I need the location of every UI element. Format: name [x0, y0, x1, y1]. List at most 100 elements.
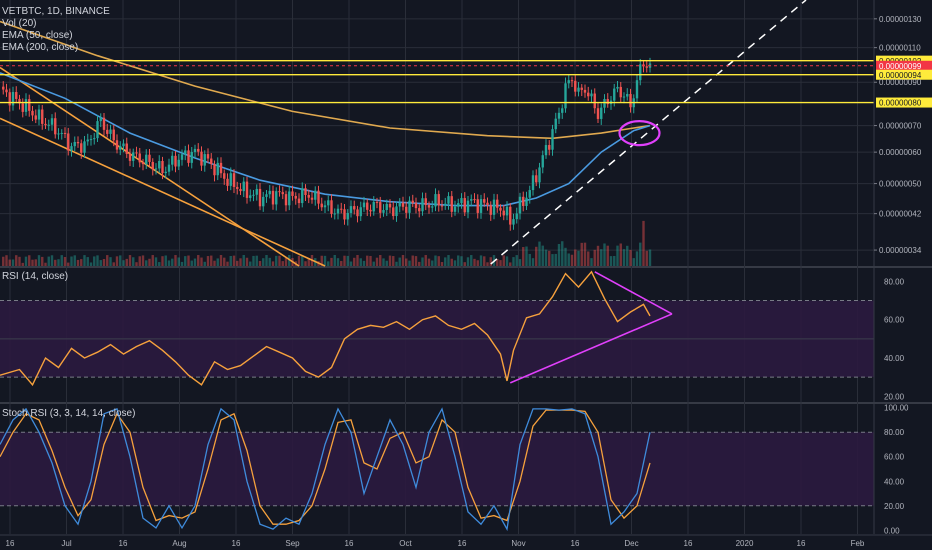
time-tick-label[interactable]: 16: [119, 539, 128, 548]
volume-bar: [421, 257, 424, 266]
candle-body: [44, 123, 47, 126]
candle-body: [531, 175, 535, 191]
time-tick-label[interactable]: 16: [684, 539, 693, 548]
candle-body: [226, 178, 229, 186]
volume-bar: [31, 259, 34, 266]
time-tick-label[interactable]: Sep: [285, 539, 300, 548]
candle-body: [499, 207, 502, 211]
volume-bar: [102, 258, 106, 266]
rsi-tick-label[interactable]: 20.00: [884, 392, 905, 401]
volume-bar: [336, 258, 340, 266]
volume-bar: [395, 261, 398, 266]
volume-bar: [606, 245, 609, 266]
time-tick-label[interactable]: 16: [345, 539, 354, 548]
candle-body: [47, 124, 50, 126]
volume-bar: [190, 260, 193, 266]
candle-body: [447, 196, 450, 204]
candle-body: [382, 210, 385, 213]
drawing-annotations[interactable]: [509, 120, 673, 384]
price-tick-label[interactable]: 0.00000110: [879, 44, 921, 53]
time-tick-label[interactable]: Nov: [511, 539, 525, 548]
ema50-indicator-label[interactable]: EMA (50, close): [2, 30, 73, 41]
volume-bar: [486, 262, 489, 266]
candle-body: [89, 139, 93, 141]
stoch-tick-label[interactable]: 80.00: [884, 428, 905, 437]
candle-body: [275, 191, 278, 205]
price-tick-label[interactable]: 0.00000130: [879, 15, 922, 24]
volume-bar: [444, 257, 447, 266]
volume-bar: [219, 255, 223, 266]
time-axis[interactable]: 16 Jul 16 Aug 16 Sep 16 Oct 16 Nov 16 Dec 16 2020 16 Fe…: [0, 534, 932, 548]
time-tick-label[interactable]: Oct: [399, 539, 412, 548]
time-tick-label[interactable]: 2020: [736, 539, 754, 548]
stoch-tick-label[interactable]: 40.00: [884, 477, 905, 486]
stoch-rsi-pane-label[interactable]: Stoch RSI (3, 3, 14, 14, close): [2, 408, 136, 419]
candle-body: [284, 194, 288, 206]
time-tick-label[interactable]: Feb: [851, 539, 865, 548]
volume-bar: [453, 260, 457, 266]
candle-body: [401, 202, 405, 207]
candle-body: [336, 208, 340, 214]
volume-bar: [174, 255, 177, 266]
price-tick-label[interactable]: 0.00000050: [879, 180, 922, 189]
rsi-tick-label[interactable]: 60.00: [884, 316, 905, 325]
volume-bar: [145, 260, 148, 266]
volume-bar: [41, 256, 44, 266]
stoch-tick-label[interactable]: 60.00: [884, 453, 905, 462]
candle-body: [206, 154, 210, 159]
time-tick-label[interactable]: Jul: [61, 539, 71, 548]
time-tick-label[interactable]: Aug: [172, 539, 186, 548]
price-tick-label[interactable]: 0.00000070: [879, 122, 922, 131]
candle-body: [418, 208, 421, 212]
candle-body: [229, 173, 232, 186]
candle-body: [83, 141, 86, 153]
price-level-text[interactable]: 0.00000094: [879, 71, 922, 80]
candle-body: [167, 164, 171, 172]
price-axis[interactable]: 0.00000130 0.00000110 0.00000090 0.00000070…: [873, 0, 922, 535]
volume-indicator-label[interactable]: Vol (20): [2, 18, 37, 29]
volume-bar: [132, 257, 135, 266]
volume-bar: [645, 250, 648, 266]
time-tick-label[interactable]: 16: [797, 539, 806, 548]
volume-bar: [70, 256, 73, 266]
volume-bar: [148, 258, 151, 266]
rsi-tick-label[interactable]: 80.00: [884, 277, 905, 286]
price-level-tag: [876, 97, 932, 108]
price-tick-label[interactable]: 0.00000060: [879, 148, 922, 157]
price-tick-label[interactable]: 0.00000042: [879, 210, 922, 219]
stoch-tick-label[interactable]: 0.00: [884, 526, 900, 535]
time-tick-label[interactable]: 16: [458, 539, 467, 548]
candle-body: [86, 139, 89, 142]
price-tick-label[interactable]: 0.00000034: [879, 246, 922, 255]
stoch-tick-label[interactable]: 100.00: [884, 404, 909, 413]
price-level-text[interactable]: 0.00000099: [879, 62, 922, 71]
volume-bar: [177, 257, 180, 266]
volume-bar: [619, 243, 622, 266]
time-tick-label[interactable]: 16: [6, 539, 15, 548]
volume-bar: [648, 249, 652, 266]
time-tick-label[interactable]: Dec: [624, 539, 638, 548]
volume-bar: [379, 255, 382, 266]
candle-body: [392, 207, 395, 217]
rsi-pane-label[interactable]: RSI (14, close): [2, 271, 69, 282]
candle-body: [424, 198, 427, 206]
volume-bar: [466, 257, 470, 266]
symbol-title[interactable]: VETBTC, 1D, BINANCE: [2, 6, 110, 17]
trendlines[interactable]: [0, 0, 807, 267]
price-level-text[interactable]: 0.00000080: [879, 99, 922, 108]
stoch-tick-label[interactable]: 20.00: [884, 502, 905, 511]
candles: [2, 57, 652, 231]
rsi-plot: [0, 270, 651, 387]
candle-body: [411, 200, 414, 203]
time-tick-label[interactable]: 16: [571, 539, 580, 548]
volume-bar: [505, 256, 509, 266]
rsi-tick-label[interactable]: 40.00: [884, 354, 905, 363]
volume-bar: [512, 257, 515, 266]
candle-body: [440, 205, 444, 207]
time-tick-label[interactable]: 16: [232, 539, 241, 548]
price-tick-label[interactable]: 0.00000090: [879, 78, 922, 87]
candle-body: [600, 107, 603, 119]
ema200-indicator-label[interactable]: EMA (200, close): [2, 42, 79, 53]
